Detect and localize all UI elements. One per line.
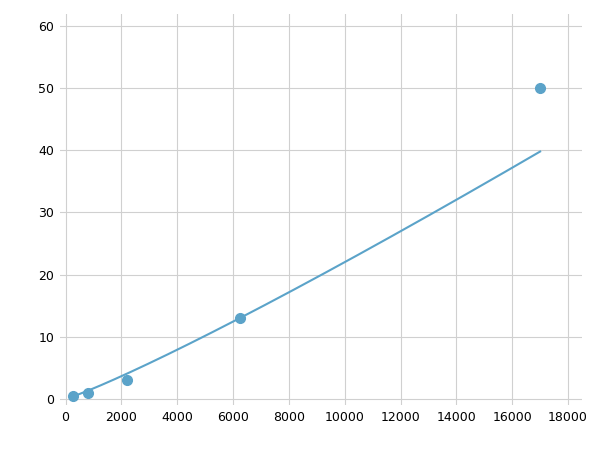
Point [83, 389, 93, 396]
Point [235, 315, 245, 322]
Point [68, 392, 77, 399]
Point [535, 85, 545, 92]
Point [122, 377, 132, 384]
